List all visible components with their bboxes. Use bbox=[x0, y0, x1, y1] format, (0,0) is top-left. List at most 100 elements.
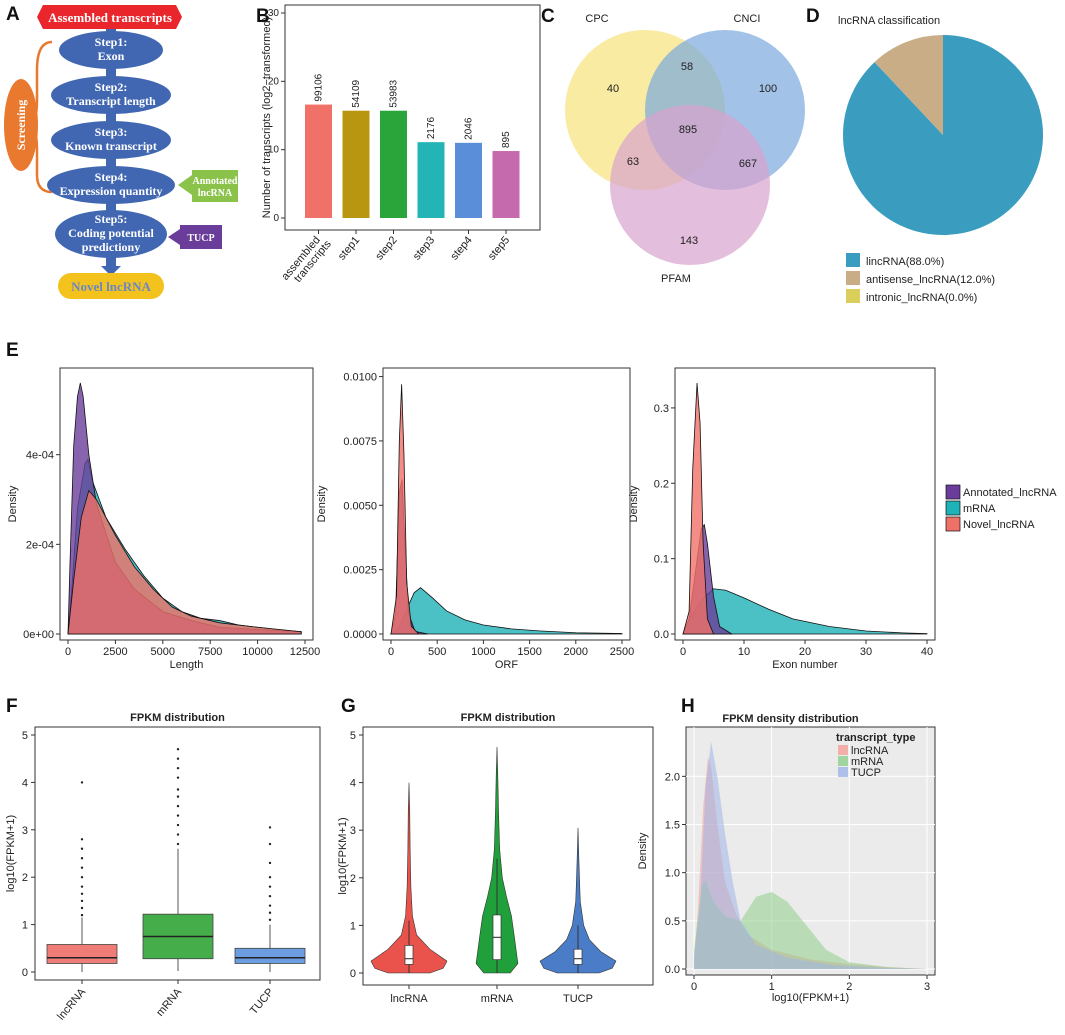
tucp-box bbox=[180, 225, 222, 249]
step5-title: Step5: bbox=[95, 212, 128, 226]
x-tick-label: 1 bbox=[769, 981, 775, 993]
y-tick-label: 10 bbox=[268, 145, 280, 156]
flow-step-4 bbox=[47, 166, 175, 204]
panel-letter-h: H bbox=[681, 696, 695, 717]
legend-label: Novel_lncRNA bbox=[963, 519, 1035, 531]
bar bbox=[417, 142, 445, 218]
y-tick-label: 0.0000 bbox=[343, 629, 377, 641]
outlier-point bbox=[80, 906, 84, 910]
y-axis-label: log10(FPKM+1) bbox=[5, 815, 17, 892]
y-tick-label: 0.0 bbox=[654, 629, 669, 641]
outlier-point bbox=[176, 842, 180, 846]
x-tick-label: lncRNA bbox=[390, 993, 428, 1005]
novel-lncrna-pill bbox=[58, 273, 164, 299]
violin-box bbox=[573, 948, 583, 965]
bar-data-label: 99106 bbox=[314, 73, 325, 101]
outlier-point bbox=[268, 861, 272, 865]
venn-region-all: 895 bbox=[679, 124, 697, 136]
chart-title: FPKM density distribution bbox=[722, 713, 859, 725]
outlier-point bbox=[80, 899, 84, 903]
panel-letter-g: G bbox=[341, 696, 356, 717]
assembled-transcripts-banner bbox=[37, 5, 182, 29]
outlier-point bbox=[176, 795, 180, 798]
venn-set-label: CPC bbox=[585, 13, 608, 25]
legend-label: lincRNA(88.0%) bbox=[866, 256, 944, 268]
outlier-point bbox=[80, 892, 84, 895]
y-axis-label: log10(FPKM+1) bbox=[337, 817, 349, 894]
legend-swatch bbox=[838, 756, 848, 766]
pie-chart-d: lncRNA classification lincRNA(88.0%) antis… bbox=[838, 15, 1043, 304]
x-tick-label: 40 bbox=[921, 646, 933, 658]
step4-title: Step4: bbox=[95, 170, 128, 184]
outlier-point bbox=[268, 911, 272, 914]
chart-title: FPKM distribution bbox=[130, 712, 225, 724]
x-tick-label: mRNA bbox=[154, 986, 184, 1019]
outlier-point bbox=[176, 823, 180, 827]
y-tick-label: 0 bbox=[22, 967, 28, 979]
panel-letter-b: B bbox=[256, 6, 270, 27]
y-tick-label: 0.0 bbox=[665, 964, 680, 976]
y-axis-label: Density bbox=[316, 485, 328, 522]
panel-letter-d: D bbox=[806, 6, 820, 27]
panel-letter-e: E bbox=[6, 340, 19, 361]
legend-swatch bbox=[846, 271, 860, 285]
violin-box bbox=[404, 945, 414, 965]
pie-slice bbox=[874, 35, 943, 135]
venn-diagram-c: CPC CNCI PFAM 40 100 143 58 63 667 895 bbox=[565, 13, 805, 285]
bar bbox=[492, 151, 520, 218]
x-axis-label: Length bbox=[170, 659, 204, 671]
step5-desc: Coding potential bbox=[68, 226, 154, 240]
step1-title: Step1: bbox=[95, 35, 128, 49]
y-tick-label: 0.5 bbox=[665, 916, 680, 928]
bar bbox=[380, 110, 407, 218]
violin-shape bbox=[539, 827, 617, 974]
x-tick-label: 0 bbox=[65, 646, 71, 658]
legend-label: lncRNA bbox=[851, 745, 889, 757]
x-tick-label: 10000 bbox=[242, 646, 273, 658]
outlier-point bbox=[80, 781, 84, 784]
venn-circle-pfam bbox=[610, 105, 770, 265]
screening-ellipse bbox=[4, 79, 38, 171]
x-tick-label: 3 bbox=[924, 981, 930, 993]
step4-desc: Expression quantity bbox=[60, 184, 163, 198]
x-tick-label: lncRNA bbox=[55, 986, 89, 1023]
venn-set-label: CNCI bbox=[734, 13, 761, 25]
y-tick-label: 4 bbox=[22, 777, 28, 789]
panel-letter-f: F bbox=[6, 696, 18, 717]
y-tick-label: 5 bbox=[22, 730, 28, 742]
x-tick-label: 0 bbox=[388, 646, 394, 658]
y-tick-label: 4e-04 bbox=[26, 450, 54, 462]
density-orf-e: 0 500 1000 1500 2000 2500 0.0000 0.0025 0.0050 0.… bbox=[316, 367, 634, 671]
legend-label: antisense_lncRNA(12.0%) bbox=[866, 274, 995, 286]
box bbox=[46, 944, 118, 964]
flow-arrow-head bbox=[101, 266, 121, 276]
outlier-point bbox=[80, 847, 84, 850]
venn-region-cpc-pfam: 63 bbox=[627, 156, 639, 168]
annotated-arrow bbox=[178, 175, 192, 195]
x-tick-label: 1000 bbox=[471, 646, 495, 658]
violin-g: FPKM distribution 0 1 2 3 4 5 log10(FPKM+1) lncR… bbox=[337, 712, 654, 1005]
legend-swatch bbox=[945, 516, 961, 532]
x-tick-label: 10 bbox=[738, 646, 750, 658]
y-tick-label: 3 bbox=[22, 825, 28, 837]
y-tick-label: 2e-04 bbox=[26, 539, 54, 551]
x-tick-label: 2500 bbox=[103, 646, 127, 658]
outlier-point bbox=[176, 766, 180, 770]
step1-desc: Exon bbox=[98, 49, 125, 63]
x-tick-label: mRNA bbox=[481, 993, 514, 1005]
density-area-novel_lncrna bbox=[682, 383, 715, 635]
y-axis-label: Density bbox=[7, 485, 19, 522]
legend-swatch bbox=[838, 745, 848, 755]
y-tick-label: 0.0075 bbox=[343, 436, 377, 448]
density-exon-e: 0 10 20 30 40 0.0 0.1 0.2 0.3 Exon number Density bbox=[628, 367, 936, 671]
outlier-point bbox=[268, 885, 272, 888]
x-tick-label: step1 bbox=[336, 234, 362, 262]
violin-shape bbox=[370, 782, 448, 974]
y-tick-label: 1.5 bbox=[665, 820, 680, 832]
flowchart: Assembled transcripts Screening Step1: E… bbox=[4, 5, 238, 299]
legend-e: Annotated_lncRNA mRNA Novel_lncRNA bbox=[945, 484, 1057, 532]
y-tick-label: 0 bbox=[273, 213, 279, 224]
panel-letter-a: A bbox=[6, 4, 20, 25]
outlier-point bbox=[268, 904, 272, 907]
x-axis-label: ORF bbox=[495, 659, 519, 671]
